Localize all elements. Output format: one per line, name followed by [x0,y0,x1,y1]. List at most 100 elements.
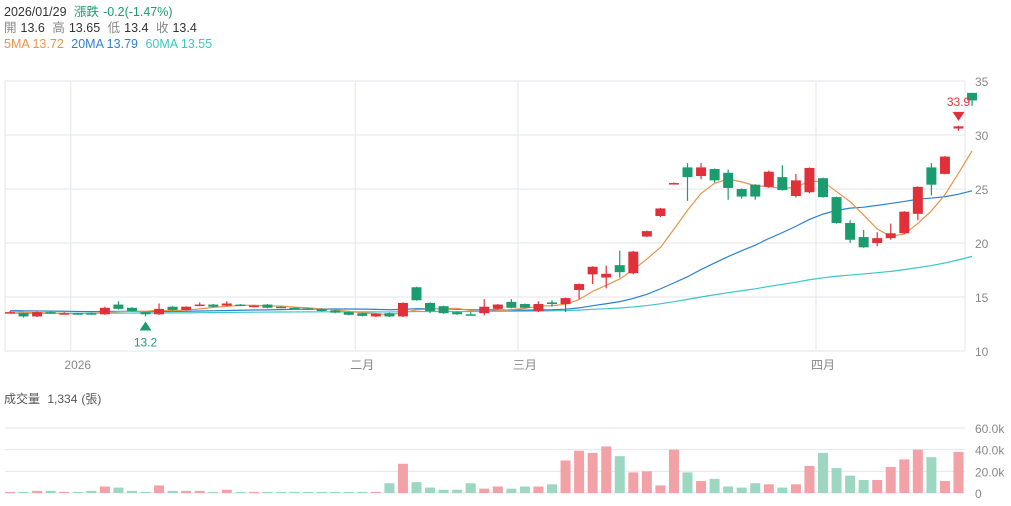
low-marker-icon [139,321,152,331]
volume-bar [32,490,43,493]
candle-body [492,304,503,309]
volume-bar [519,486,530,493]
ma60-legend: 60MA 13.55 [145,37,213,51]
candle-body [32,312,43,317]
volume-bar [276,491,286,493]
candle-body [614,265,625,273]
volume-bar [438,489,449,493]
volume-bar [912,449,923,493]
candle-body [99,307,110,315]
volume-bar [479,488,490,493]
volume-bar [506,488,517,493]
price-tick-label: 30 [975,129,989,143]
change-label: 漲跌 [74,5,100,19]
volume-bar [953,451,964,493]
volume-bar [655,485,666,493]
volume-tick-label: 0 [975,487,982,501]
candle-body [655,208,666,216]
volume-bar [831,468,842,493]
candle-body [370,313,381,317]
candle-body [113,304,124,309]
volume-bar [845,475,856,493]
candle-body [696,167,707,177]
volume-bar [492,486,503,493]
high-label: 高 [52,21,65,35]
volume-tick-label: 20.0k [975,465,1005,479]
candle-body [519,304,530,308]
candle-body [587,266,598,275]
volume-bar [59,491,70,493]
candle-body [357,313,368,316]
volume-bar [72,491,83,493]
candle-body [235,304,246,307]
ma20-legend: 20MA 13.79 [71,37,138,51]
volume-bar [696,481,707,493]
volume-bar [777,487,788,493]
volume-bar [587,452,598,493]
candle-body [763,171,774,187]
candle-body [126,307,137,312]
ma-legend: 5MA 13.72 20MA 13.79 60MA 13.55 [4,36,216,52]
volume-label: 成交量 [4,392,41,406]
candle-body [248,305,259,308]
high-marker-icon [952,111,965,121]
candle-body [953,126,964,129]
candle-body [641,231,652,237]
volume-bar [818,452,828,493]
volume-bar [397,463,408,493]
candle-body [709,169,720,181]
candle-body [330,310,341,313]
candle-body [668,183,679,185]
candle-body [682,167,693,178]
candle-body [967,92,978,101]
volume-bar [682,472,693,493]
volume-bar [804,465,815,493]
volume-bar [262,491,273,493]
volume-bar [574,450,585,493]
open-value: 13.6 [20,21,45,35]
volume-bar [628,472,639,493]
header-row-1: 2026/01/29 漲跌 -0.2(-1.47%) [4,4,177,20]
volume-bar [926,457,937,493]
x-tick-label: 二月 [350,358,374,372]
candle-body [86,313,97,315]
candle-body [167,306,178,310]
volume-bar [357,491,368,493]
volume-bar [330,491,341,493]
candle-body [262,304,273,308]
volume-bar [45,490,56,493]
candle-body [452,312,463,315]
volume-bar [194,490,205,493]
volume-bar [601,446,612,493]
volume-bar [384,483,395,493]
volume-bar [899,459,910,493]
high-price-label: 33.9 [947,95,971,109]
volume-bar [343,491,354,493]
low-label: 低 [107,21,121,35]
volume-header: 成交量 1,334 (張) [4,391,105,407]
candle-body [574,284,585,290]
candle-body [858,237,869,248]
volume-bar [533,486,544,493]
low-price-label: 13.2 [134,335,158,349]
ma20-line [9,190,973,313]
price-tick-label: 10 [975,345,989,359]
ma5-line [9,150,973,316]
candle-body [777,177,788,191]
price-tick-label: 35 [975,75,989,89]
volume-bar [668,449,679,493]
volume-bar [303,491,314,493]
volume-bar [614,456,625,493]
date: 2026/01/29 [4,5,67,19]
candle-body [804,167,815,193]
candle-body [5,312,15,314]
candle-body [59,313,70,315]
ma5-legend: 5MA 13.72 [4,37,64,51]
close-value: 13.4 [172,21,197,35]
candle-body [885,233,896,239]
volume-bar [289,491,300,493]
candle-body [276,306,286,309]
volume-bar [154,485,165,493]
candle-body [181,306,192,310]
